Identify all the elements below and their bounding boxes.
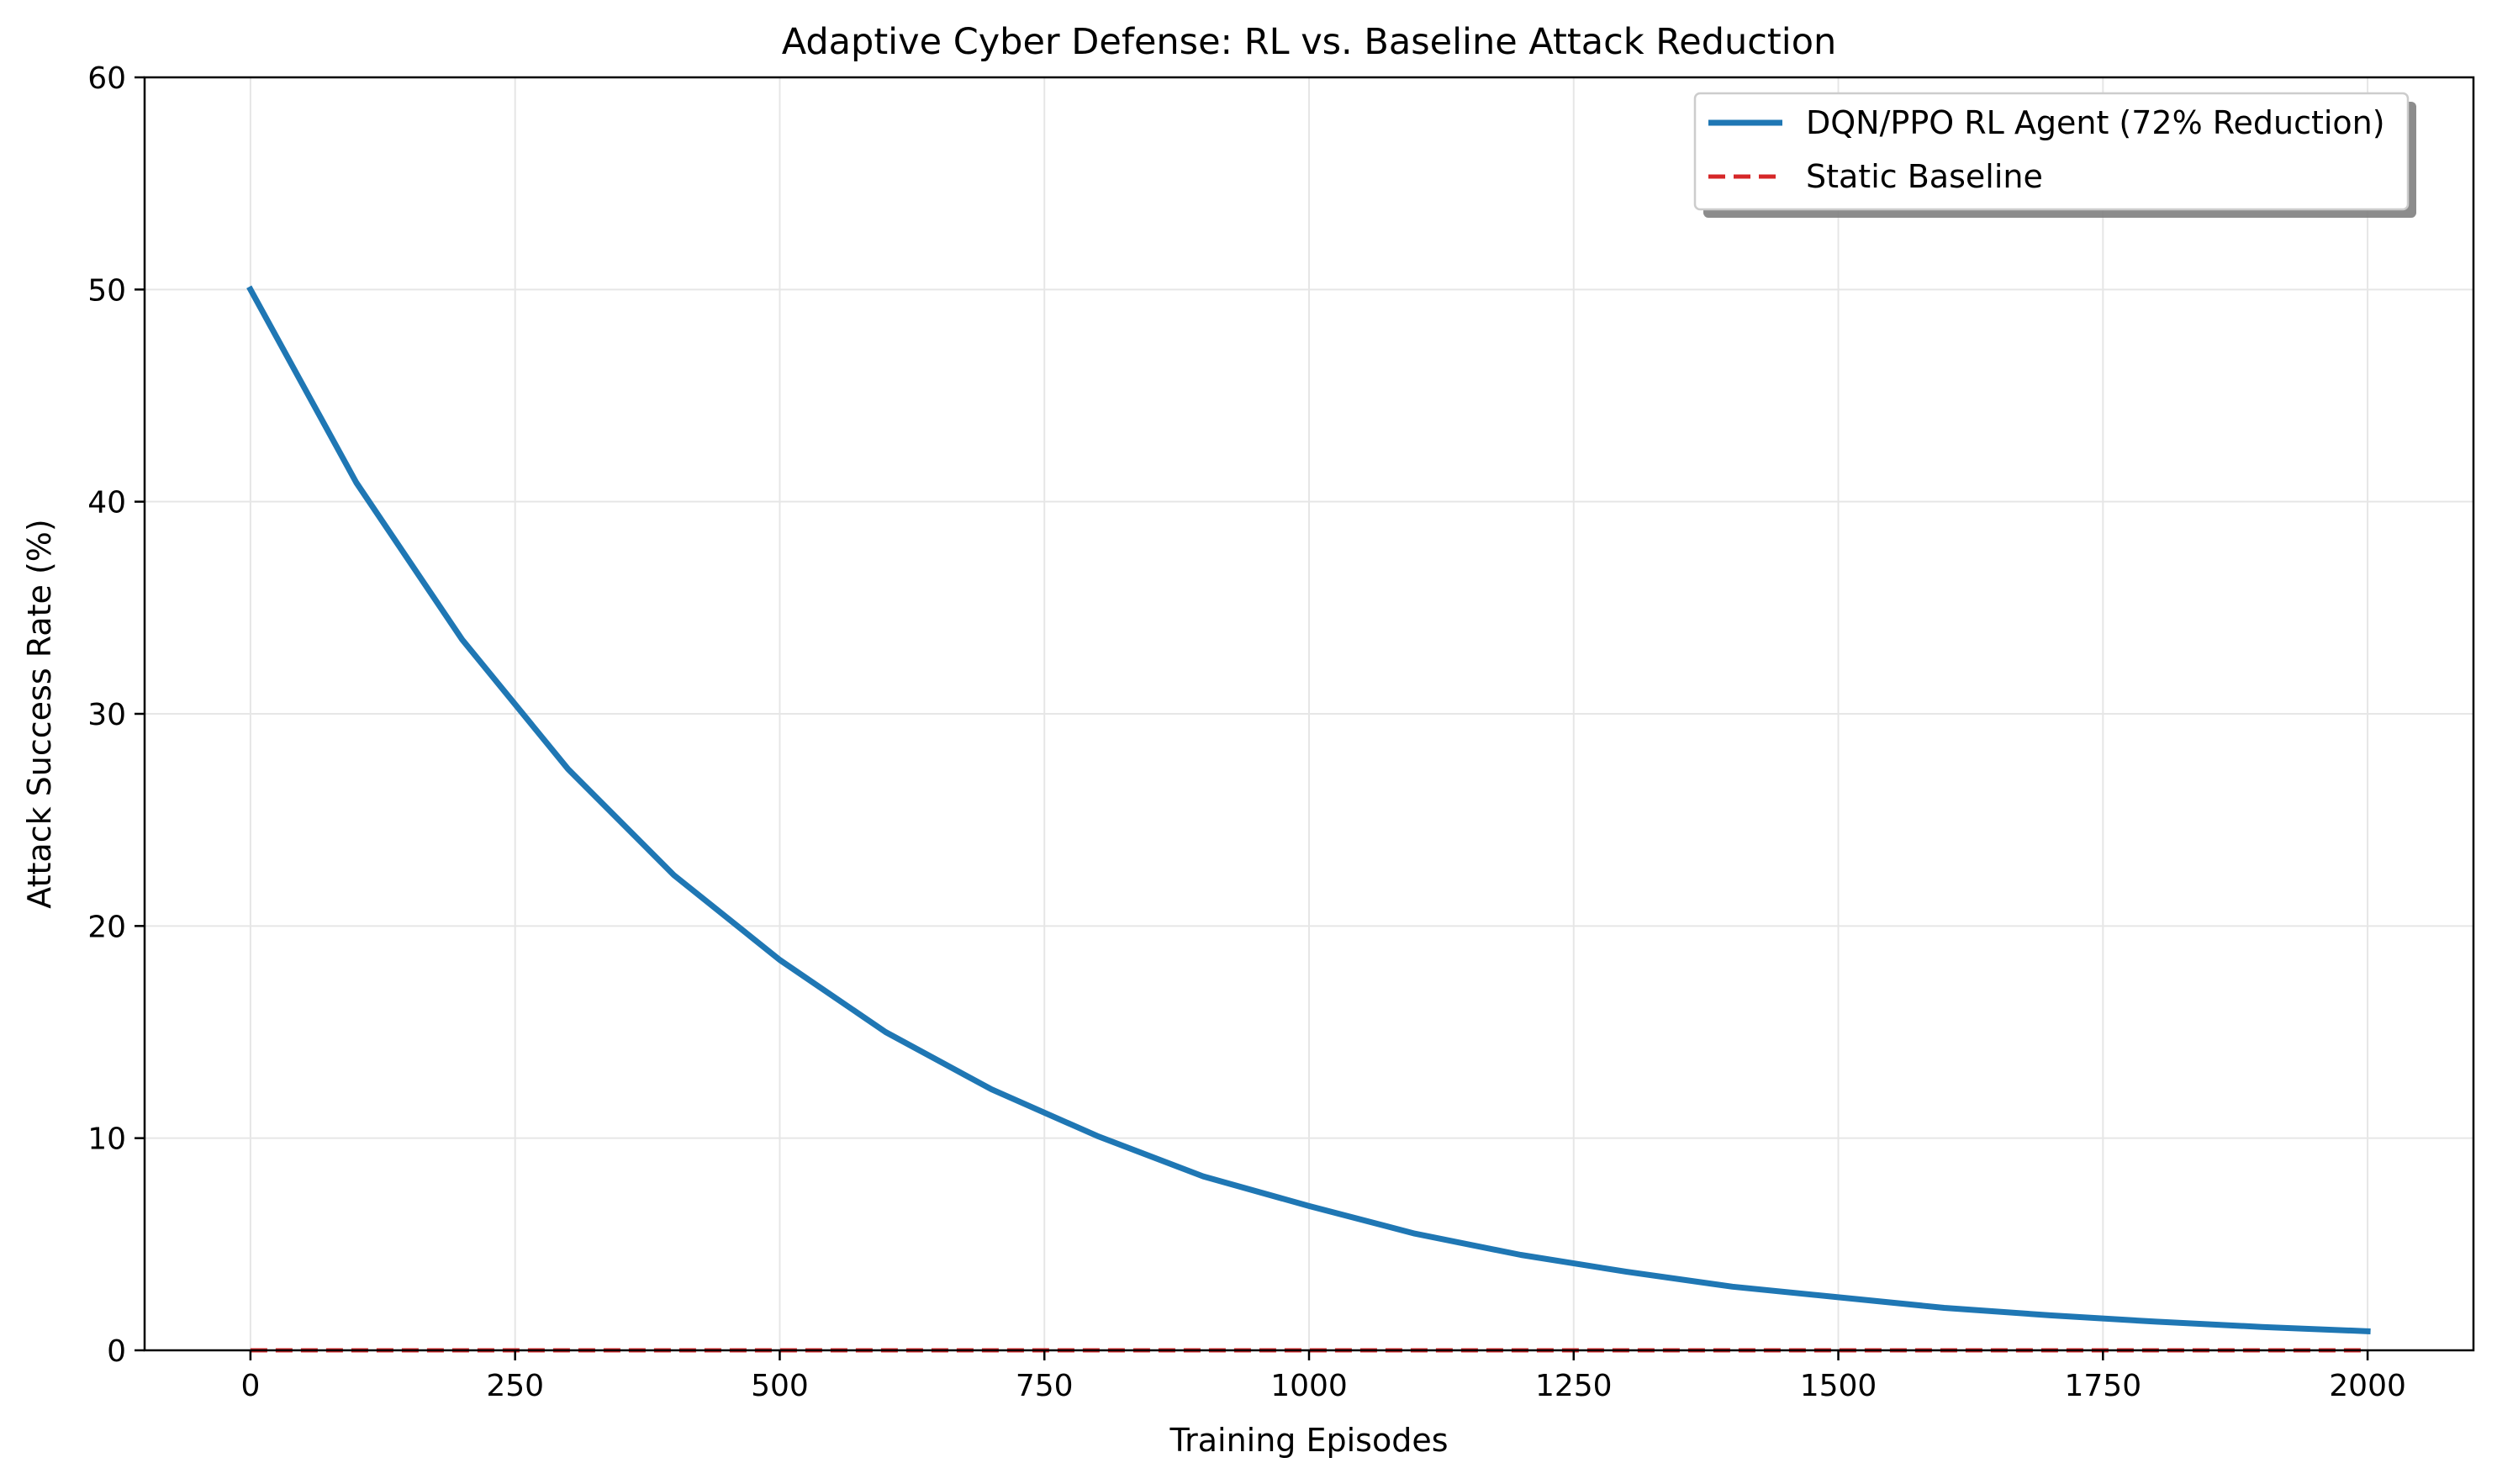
legend-label-static-baseline: Static Baseline [1806, 158, 2043, 195]
x-tick-label: 250 [486, 1369, 544, 1403]
x-tick-label: 1250 [1535, 1369, 1613, 1403]
y-tick-label: 10 [87, 1122, 126, 1157]
x-tick-label: 750 [1016, 1369, 1074, 1403]
y-tick-label: 60 [87, 61, 126, 96]
x-axis-ticks: 0 250 500 750 1000 1250 1500 1750 2000 [240, 1350, 2406, 1403]
x-tick-label: 2000 [2329, 1369, 2406, 1403]
grid-layer [145, 77, 2473, 1351]
series-rl-agent-line [246, 285, 2371, 1334]
legend: DQN/PPO RL Agent (72% Reduction) Static … [1693, 92, 2416, 218]
chart-title: Adaptive Cyber Defense: RL vs. Baseline … [782, 21, 1837, 63]
y-axis-label: Attack Success Rate (%) [21, 519, 58, 908]
y-tick-label: 40 [87, 486, 126, 520]
y-tick-label: 50 [87, 273, 126, 308]
y-tick-label: 30 [87, 698, 126, 732]
y-tick-label: 20 [87, 910, 126, 944]
x-tick-label: 1000 [1270, 1369, 1348, 1403]
y-tick-label: 0 [107, 1334, 126, 1369]
x-tick-label: 1500 [1800, 1369, 1877, 1403]
x-tick-label: 0 [240, 1369, 260, 1403]
x-tick-label: 500 [751, 1369, 809, 1403]
y-axis-ticks: 0 10 20 30 40 50 60 [87, 61, 145, 1369]
x-axis-label: Training Episodes [1169, 1422, 1448, 1459]
series-layer [246, 285, 2371, 1353]
legend-box [1693, 92, 2410, 211]
x-tick-label: 1750 [2065, 1369, 2142, 1403]
legend-label-rl-agent: DQN/PPO RL Agent (72% Reduction) [1806, 104, 2385, 141]
